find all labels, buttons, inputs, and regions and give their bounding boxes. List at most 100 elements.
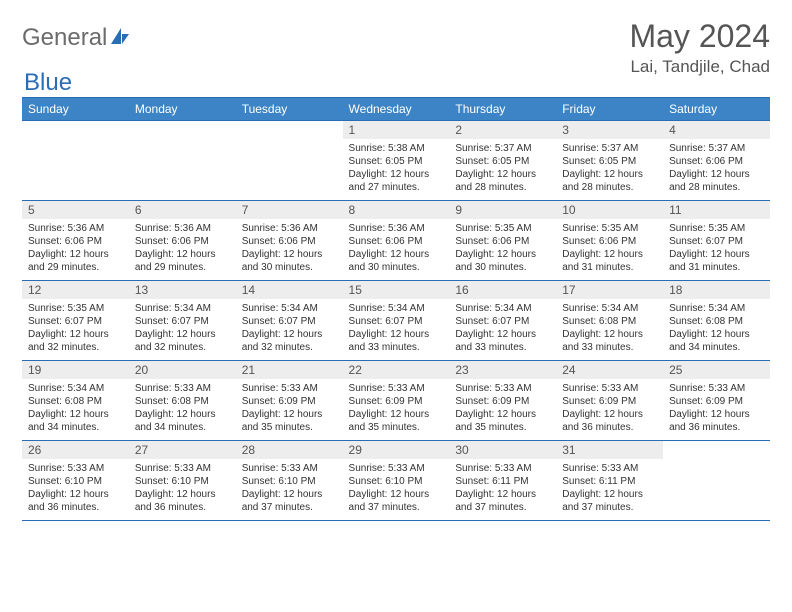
day-cell: 3Sunrise: 5:37 AMSunset: 6:05 PMDaylight…	[556, 121, 663, 201]
logo-text-general: General	[22, 24, 107, 52]
day-number: 3	[556, 121, 663, 139]
day-number: 23	[449, 361, 556, 379]
day-number: 9	[449, 201, 556, 219]
day-body: Sunrise: 5:33 AMSunset: 6:11 PMDaylight:…	[556, 459, 663, 520]
day-number	[236, 121, 343, 139]
day-cell: 26Sunrise: 5:33 AMSunset: 6:10 PMDayligh…	[22, 441, 129, 521]
day-cell: 31Sunrise: 5:33 AMSunset: 6:11 PMDayligh…	[556, 441, 663, 521]
day-body: Sunrise: 5:33 AMSunset: 6:09 PMDaylight:…	[236, 379, 343, 440]
day-body: Sunrise: 5:34 AMSunset: 6:07 PMDaylight:…	[129, 299, 236, 360]
day-number: 31	[556, 441, 663, 459]
day-number: 25	[663, 361, 770, 379]
day-body: Sunrise: 5:33 AMSunset: 6:10 PMDaylight:…	[22, 459, 129, 520]
day-body: Sunrise: 5:34 AMSunset: 6:07 PMDaylight:…	[343, 299, 450, 360]
day-body: Sunrise: 5:33 AMSunset: 6:09 PMDaylight:…	[663, 379, 770, 440]
day-body: Sunrise: 5:35 AMSunset: 6:06 PMDaylight:…	[556, 219, 663, 280]
day-number	[129, 121, 236, 139]
day-cell: 19Sunrise: 5:34 AMSunset: 6:08 PMDayligh…	[22, 361, 129, 441]
logo: General	[22, 18, 133, 52]
day-cell	[22, 121, 129, 201]
day-cell	[129, 121, 236, 201]
day-cell: 14Sunrise: 5:34 AMSunset: 6:07 PMDayligh…	[236, 281, 343, 361]
day-number	[22, 121, 129, 139]
day-number: 16	[449, 281, 556, 299]
day-number: 28	[236, 441, 343, 459]
day-number: 24	[556, 361, 663, 379]
day-header-row: Sunday Monday Tuesday Wednesday Thursday…	[22, 98, 770, 121]
day-header: Sunday	[22, 98, 129, 121]
day-cell	[663, 441, 770, 521]
day-cell: 13Sunrise: 5:34 AMSunset: 6:07 PMDayligh…	[129, 281, 236, 361]
day-header: Monday	[129, 98, 236, 121]
day-number: 21	[236, 361, 343, 379]
day-header: Thursday	[449, 98, 556, 121]
sail-icon	[109, 26, 131, 51]
day-cell: 20Sunrise: 5:33 AMSunset: 6:08 PMDayligh…	[129, 361, 236, 441]
day-number: 8	[343, 201, 450, 219]
day-body	[129, 139, 236, 199]
day-body: Sunrise: 5:34 AMSunset: 6:07 PMDaylight:…	[449, 299, 556, 360]
day-number: 11	[663, 201, 770, 219]
day-cell: 18Sunrise: 5:34 AMSunset: 6:08 PMDayligh…	[663, 281, 770, 361]
day-cell: 5Sunrise: 5:36 AMSunset: 6:06 PMDaylight…	[22, 201, 129, 281]
day-body: Sunrise: 5:34 AMSunset: 6:08 PMDaylight:…	[663, 299, 770, 360]
day-number	[663, 441, 770, 459]
week-row: 19Sunrise: 5:34 AMSunset: 6:08 PMDayligh…	[22, 361, 770, 441]
day-cell: 17Sunrise: 5:34 AMSunset: 6:08 PMDayligh…	[556, 281, 663, 361]
day-cell: 7Sunrise: 5:36 AMSunset: 6:06 PMDaylight…	[236, 201, 343, 281]
day-cell: 12Sunrise: 5:35 AMSunset: 6:07 PMDayligh…	[22, 281, 129, 361]
day-cell: 29Sunrise: 5:33 AMSunset: 6:10 PMDayligh…	[343, 441, 450, 521]
week-row: 12Sunrise: 5:35 AMSunset: 6:07 PMDayligh…	[22, 281, 770, 361]
location: Lai, Tandjile, Chad	[629, 57, 770, 77]
day-cell: 9Sunrise: 5:35 AMSunset: 6:06 PMDaylight…	[449, 201, 556, 281]
day-cell: 2Sunrise: 5:37 AMSunset: 6:05 PMDaylight…	[449, 121, 556, 201]
day-number: 17	[556, 281, 663, 299]
day-cell: 28Sunrise: 5:33 AMSunset: 6:10 PMDayligh…	[236, 441, 343, 521]
day-number: 26	[22, 441, 129, 459]
day-cell: 21Sunrise: 5:33 AMSunset: 6:09 PMDayligh…	[236, 361, 343, 441]
day-number: 29	[343, 441, 450, 459]
day-number: 6	[129, 201, 236, 219]
day-number: 30	[449, 441, 556, 459]
day-number: 20	[129, 361, 236, 379]
day-cell: 15Sunrise: 5:34 AMSunset: 6:07 PMDayligh…	[343, 281, 450, 361]
day-cell: 10Sunrise: 5:35 AMSunset: 6:06 PMDayligh…	[556, 201, 663, 281]
day-header: Wednesday	[343, 98, 450, 121]
day-number: 18	[663, 281, 770, 299]
day-cell: 27Sunrise: 5:33 AMSunset: 6:10 PMDayligh…	[129, 441, 236, 521]
day-body: Sunrise: 5:33 AMSunset: 6:09 PMDaylight:…	[449, 379, 556, 440]
day-cell	[236, 121, 343, 201]
day-number: 7	[236, 201, 343, 219]
day-cell: 4Sunrise: 5:37 AMSunset: 6:06 PMDaylight…	[663, 121, 770, 201]
day-body: Sunrise: 5:33 AMSunset: 6:11 PMDaylight:…	[449, 459, 556, 520]
week-row: 5Sunrise: 5:36 AMSunset: 6:06 PMDaylight…	[22, 201, 770, 281]
day-body: Sunrise: 5:34 AMSunset: 6:07 PMDaylight:…	[236, 299, 343, 360]
day-number: 22	[343, 361, 450, 379]
day-body: Sunrise: 5:33 AMSunset: 6:09 PMDaylight:…	[556, 379, 663, 440]
day-body: Sunrise: 5:36 AMSunset: 6:06 PMDaylight:…	[236, 219, 343, 280]
day-body: Sunrise: 5:37 AMSunset: 6:05 PMDaylight:…	[449, 139, 556, 200]
day-body: Sunrise: 5:35 AMSunset: 6:06 PMDaylight:…	[449, 219, 556, 280]
day-cell: 6Sunrise: 5:36 AMSunset: 6:06 PMDaylight…	[129, 201, 236, 281]
day-number: 15	[343, 281, 450, 299]
day-body: Sunrise: 5:33 AMSunset: 6:08 PMDaylight:…	[129, 379, 236, 440]
day-body: Sunrise: 5:34 AMSunset: 6:08 PMDaylight:…	[556, 299, 663, 360]
day-cell: 1Sunrise: 5:38 AMSunset: 6:05 PMDaylight…	[343, 121, 450, 201]
calendar: Sunday Monday Tuesday Wednesday Thursday…	[22, 97, 770, 521]
day-cell: 16Sunrise: 5:34 AMSunset: 6:07 PMDayligh…	[449, 281, 556, 361]
day-header: Saturday	[663, 98, 770, 121]
month-title: May 2024	[629, 18, 770, 55]
day-number: 27	[129, 441, 236, 459]
day-body: Sunrise: 5:36 AMSunset: 6:06 PMDaylight:…	[343, 219, 450, 280]
day-body: Sunrise: 5:38 AMSunset: 6:05 PMDaylight:…	[343, 139, 450, 200]
day-number: 19	[22, 361, 129, 379]
day-body: Sunrise: 5:35 AMSunset: 6:07 PMDaylight:…	[663, 219, 770, 280]
day-cell: 22Sunrise: 5:33 AMSunset: 6:09 PMDayligh…	[343, 361, 450, 441]
day-cell: 25Sunrise: 5:33 AMSunset: 6:09 PMDayligh…	[663, 361, 770, 441]
day-body: Sunrise: 5:33 AMSunset: 6:10 PMDaylight:…	[343, 459, 450, 520]
day-body: Sunrise: 5:33 AMSunset: 6:10 PMDaylight:…	[129, 459, 236, 520]
day-cell: 24Sunrise: 5:33 AMSunset: 6:09 PMDayligh…	[556, 361, 663, 441]
day-body	[663, 459, 770, 519]
week-row: 26Sunrise: 5:33 AMSunset: 6:10 PMDayligh…	[22, 441, 770, 521]
day-header: Friday	[556, 98, 663, 121]
